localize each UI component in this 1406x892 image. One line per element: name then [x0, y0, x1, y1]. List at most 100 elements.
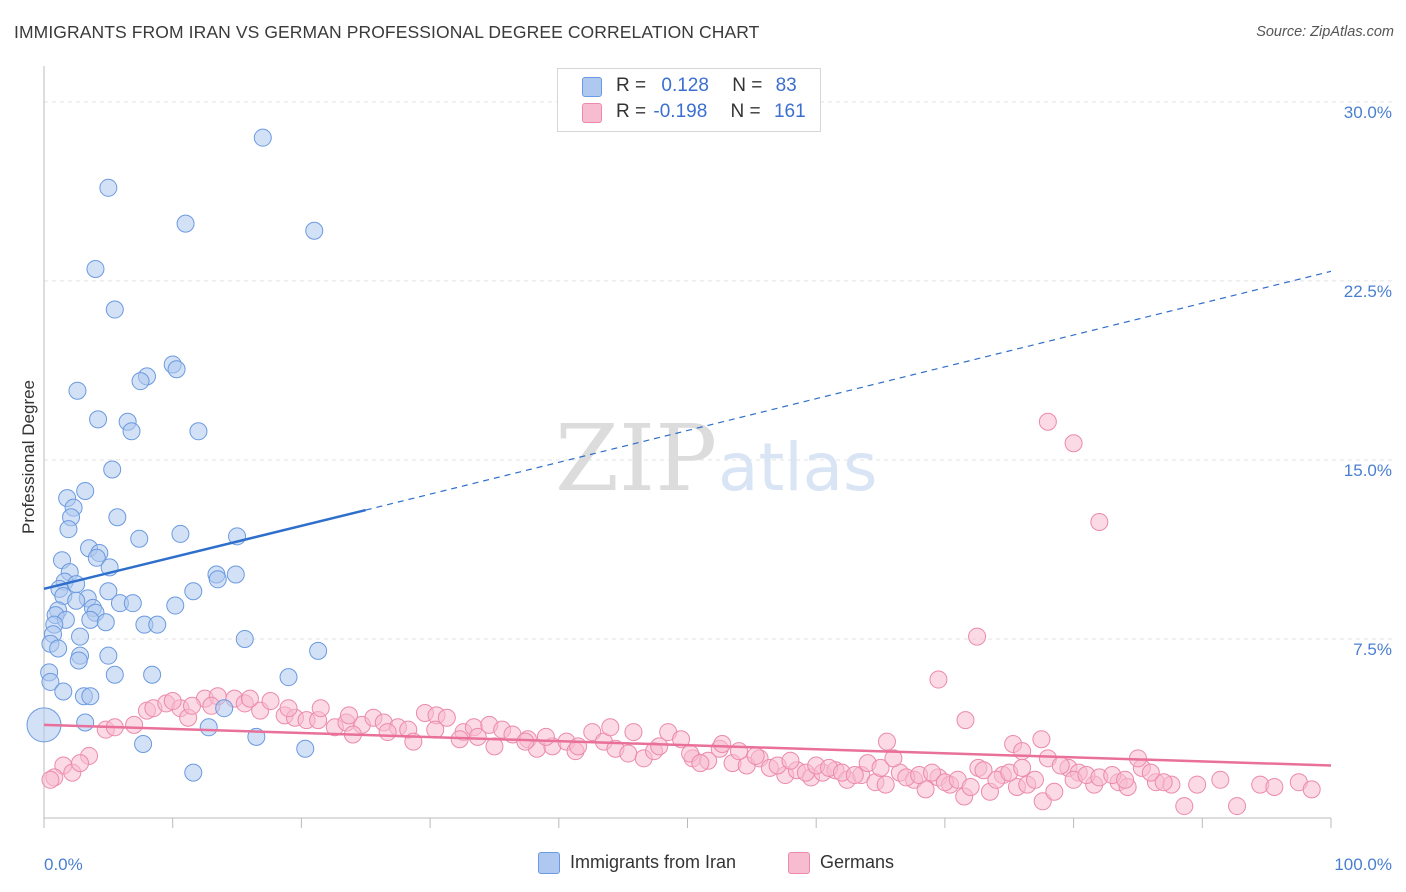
- germans-point: [713, 735, 732, 753]
- iran-point: [305, 221, 324, 240]
- germans-point: [1141, 763, 1160, 782]
- iran-point: [103, 460, 122, 479]
- germans-point: [1302, 780, 1321, 799]
- germans-trend-line: [43, 723, 1332, 767]
- germans-point: [1116, 770, 1135, 789]
- legend-swatch-germans: [582, 103, 602, 123]
- germans-point: [650, 737, 669, 756]
- germans-point: [877, 732, 896, 751]
- germans-points: [41, 412, 1321, 816]
- iran-point: [67, 591, 86, 610]
- iran-point: [215, 699, 234, 718]
- bottom-legend-label-iran: Immigrants from Iran: [570, 852, 737, 872]
- iran-point: [68, 381, 87, 400]
- germans-point: [1211, 770, 1230, 789]
- germans-point: [691, 754, 710, 773]
- y-tick-label: 30.0%: [1344, 103, 1392, 122]
- iran-point: [148, 615, 167, 634]
- legend-r-label: R =: [616, 75, 647, 96]
- iran-trend-extension: [365, 270, 1332, 511]
- iran-point: [96, 613, 115, 632]
- germans-point: [583, 723, 602, 742]
- germans-point: [729, 742, 748, 761]
- germans-point: [468, 727, 487, 746]
- iran-point: [99, 178, 118, 197]
- iran-point: [49, 639, 68, 658]
- iran-point: [309, 641, 328, 660]
- germans-point: [437, 708, 456, 727]
- tick-labels: 7.5% 15.0% 22.5% 30.0% 0.0% 100.0% Professiona…: [19, 103, 1392, 874]
- germans-point: [1228, 797, 1247, 816]
- y-tick-label: 15.0%: [1344, 461, 1392, 480]
- iran-point: [296, 739, 315, 758]
- correlation-legend: R = 0.128 N = 83 R = -0.198 N = 161: [557, 68, 821, 132]
- legend-n-value: 83: [775, 75, 797, 96]
- germans-point: [1032, 730, 1051, 749]
- germans-point: [624, 723, 643, 742]
- legend-swatch-iran: [582, 77, 602, 97]
- legend-n-label: N =: [732, 75, 763, 96]
- germans-point: [340, 706, 359, 725]
- watermark-zip: ZIP: [555, 405, 717, 512]
- iran-point: [86, 259, 105, 278]
- germans-point: [163, 692, 182, 711]
- iran-point: [167, 360, 186, 379]
- legend-r-label: R =: [616, 101, 647, 122]
- iran-point: [67, 575, 86, 594]
- germans-point: [1038, 412, 1057, 431]
- iran-point: [143, 665, 162, 684]
- iran-point: [108, 508, 127, 527]
- legend-r-value: -0.198: [653, 101, 708, 122]
- legend-n-label: N =: [730, 101, 761, 122]
- iran-point: [105, 300, 124, 319]
- iran-point: [235, 629, 254, 648]
- germans-point: [746, 746, 765, 765]
- y-axis-label: Professional Degree: [19, 380, 38, 534]
- germans-point: [1033, 792, 1052, 811]
- germans-point: [923, 763, 942, 782]
- germans-point: [619, 744, 638, 763]
- iran-point: [81, 687, 100, 706]
- germans-point: [1188, 775, 1207, 794]
- germans-point: [125, 715, 144, 734]
- chart-title: IMMIGRANTS FROM IRAN VS GERMAN PROFESSIO…: [14, 22, 760, 42]
- x-tick-label: 0.0%: [44, 855, 83, 874]
- iran-point: [69, 651, 88, 670]
- germans-point: [929, 670, 948, 689]
- germans-point: [516, 732, 535, 751]
- y-tick-label: 7.5%: [1353, 640, 1392, 659]
- germans-point: [536, 727, 555, 746]
- legend-r-value: 0.128: [661, 75, 709, 96]
- germans-point: [71, 754, 90, 773]
- germans-point: [871, 758, 890, 777]
- source-credit: Source: ZipAtlas.com: [1256, 24, 1394, 40]
- iran-point: [176, 214, 195, 233]
- germans-point: [279, 699, 298, 718]
- germans-point: [781, 751, 800, 770]
- iran-points: [26, 128, 328, 782]
- germans-point: [961, 777, 980, 796]
- iran-point: [171, 524, 190, 543]
- iran-point: [184, 763, 203, 782]
- axes: [43, 66, 1332, 828]
- germans-point: [1064, 434, 1083, 453]
- iran-point: [130, 529, 149, 548]
- bottom-legend-swatch-germans: [788, 852, 810, 874]
- germans-point: [1154, 773, 1173, 792]
- iran-point: [76, 713, 95, 732]
- iran-point: [208, 570, 227, 589]
- iran-point: [76, 481, 95, 500]
- iran-point: [71, 627, 90, 646]
- watermark-atlas: atlas: [718, 429, 878, 506]
- legend-n-value: 161: [773, 101, 806, 122]
- iran-point: [189, 422, 208, 441]
- germans-point: [845, 766, 864, 785]
- iran-point: [122, 422, 141, 441]
- germans-point: [876, 775, 895, 794]
- germans-point: [884, 749, 903, 768]
- iran-point: [199, 718, 218, 737]
- iran-point: [105, 665, 124, 684]
- watermark: ZIP atlas: [555, 405, 878, 512]
- grid-lines: [44, 101, 1392, 640]
